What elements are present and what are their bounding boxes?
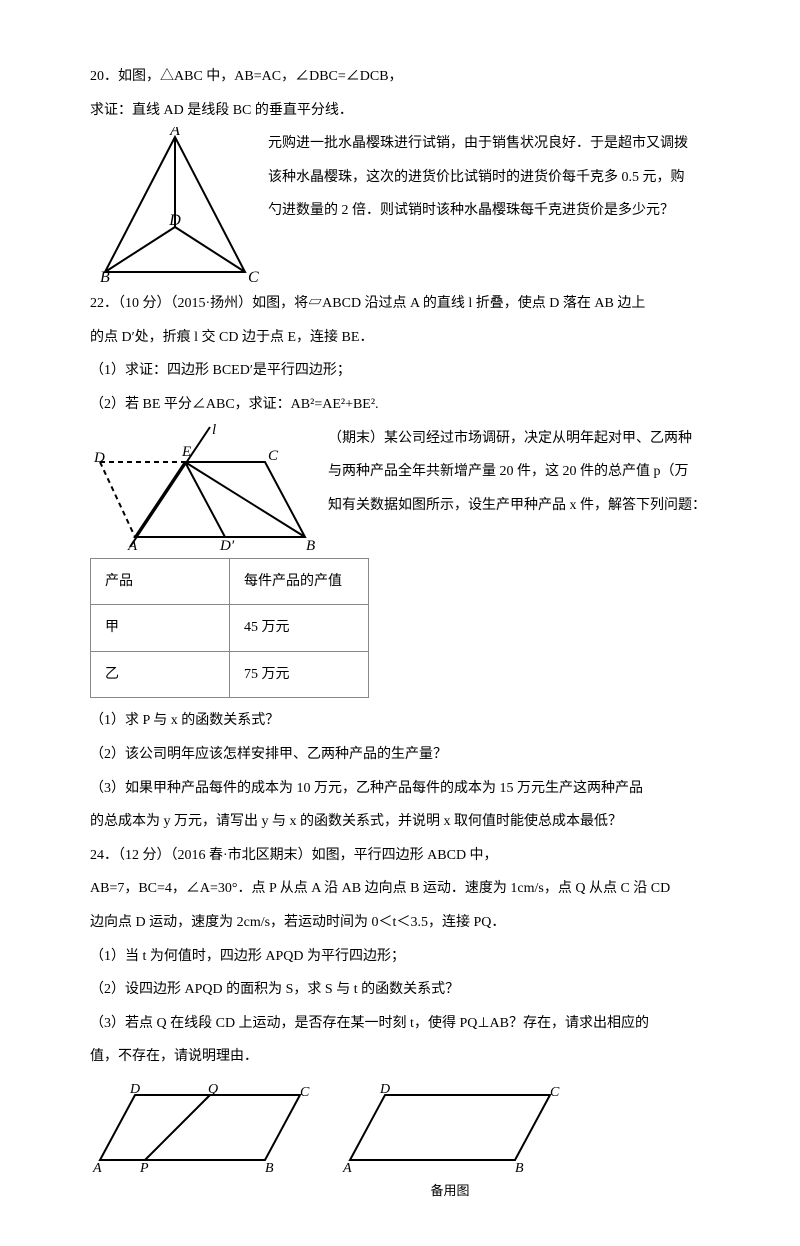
q24-l1: 24．（12 分）（2016 春·市北区期末）如图，平行四边形 ABCD 中， — [90, 839, 710, 873]
svg-text:A: A — [92, 1161, 102, 1175]
svg-text:D′: D′ — [219, 538, 235, 552]
q22-q23-block: D E C A D′ B l （期末）某公司经过市场调研，决定从明年起对甲、乙两… — [90, 422, 710, 552]
svg-text:B: B — [306, 538, 315, 552]
cell-h1: 产品 — [91, 558, 230, 605]
q24-l7: 值，不存在，请说明理由． — [90, 1040, 710, 1074]
svg-text:C: C — [550, 1085, 560, 1100]
cell-r1c1: 甲 — [91, 605, 230, 652]
q23-l3: （3）如果甲种产品每件的成本为 10 万元，乙种产品每件的成本为 15 万元生产… — [90, 772, 710, 806]
q20-q21-block: A B C D 元购进一批水晶樱珠进行试销，由于销售状况良好．于是超市又调拨 该… — [90, 127, 710, 287]
cell-h2: 每件产品的产值 — [230, 558, 369, 605]
cell-r1c2: 45 万元 — [230, 605, 369, 652]
svg-text:B: B — [100, 269, 110, 286]
svg-text:D: D — [168, 212, 181, 229]
cell-r2c2: 75 万元 — [230, 651, 369, 698]
svg-text:A: A — [127, 538, 138, 552]
svg-text:E: E — [181, 444, 191, 460]
svg-text:B: B — [515, 1161, 524, 1175]
q22-l2: 的点 D′处，折痕 l 交 CD 边于点 E，连接 BE． — [90, 321, 710, 355]
svg-text:C: C — [300, 1085, 310, 1100]
svg-text:C: C — [268, 448, 279, 464]
q24-l2: AB=7，BC=4，∠A=30°．点 P 从点 A 沿 AB 边向点 B 运动．… — [90, 872, 710, 906]
q23-l4: 的总成本为 y 万元，请写出 y 与 x 的函数关系式，并说明 x 取何值时能使… — [90, 805, 710, 839]
q22-figure: D E C A D′ B l — [90, 422, 320, 552]
q24-l3: 边向点 D 运动，速度为 2cm/s，若运动时间为 0＜t＜3.5，连接 PQ． — [90, 906, 710, 940]
q24-l4: （1）当 t 为何值时，四边形 APQD 为平行四边形； — [90, 940, 710, 974]
q24-figures: D Q C A P B D C A B 备用图 — [90, 1080, 710, 1206]
q22-l1: 22．（10 分）（2015·扬州）如图，将▱ABCD 沿过点 A 的直线 l … — [90, 287, 710, 321]
backup-label: 备用图 — [340, 1175, 560, 1206]
svg-text:D: D — [93, 450, 105, 466]
q24-figure-main: D Q C A P B — [90, 1080, 310, 1206]
q23-table: 产品 每件产品的产值 甲 45 万元 乙 75 万元 — [90, 558, 369, 699]
svg-text:C: C — [248, 269, 259, 286]
svg-text:D: D — [129, 1082, 140, 1097]
table-row: 甲 45 万元 — [91, 605, 369, 652]
cell-r2c1: 乙 — [91, 651, 230, 698]
q20-line2: 求证：直线 AD 是线段 BC 的垂直平分线． — [90, 94, 710, 128]
q24-figure-backup: D C A B 备用图 — [340, 1080, 560, 1206]
q20-figure: A B C D — [90, 127, 260, 287]
table-row: 乙 75 万元 — [91, 651, 369, 698]
svg-text:A: A — [342, 1161, 352, 1175]
svg-text:Q: Q — [208, 1082, 218, 1097]
svg-text:l: l — [212, 422, 216, 438]
table-row: 产品 每件产品的产值 — [91, 558, 369, 605]
q24-l5: （2）设四边形 APQD 的面积为 S，求 S 与 t 的函数关系式？ — [90, 973, 710, 1007]
svg-text:A: A — [169, 127, 180, 139]
q23-l2: （2）该公司明年应该怎样安排甲、乙两种产品的生产量？ — [90, 738, 710, 772]
svg-text:B: B — [265, 1161, 274, 1175]
svg-text:P: P — [139, 1161, 149, 1175]
q24-l6: （3）若点 Q 在线段 CD 上运动，是否存在某一时刻 t，使得 PQ⊥AB？存… — [90, 1007, 710, 1041]
svg-text:D: D — [379, 1082, 390, 1097]
q23-l1: （1）求 P 与 x 的函数关系式？ — [90, 704, 710, 738]
q22-l4: （2）若 BE 平分∠ABC，求证：AB²=AE²+BE². — [90, 388, 710, 422]
q20-line1: 20．如图，△ABC 中，AB=AC，∠DBC=∠DCB， — [90, 60, 710, 94]
q22-l3: （1）求证：四边形 BCED′是平行四边形； — [90, 354, 710, 388]
